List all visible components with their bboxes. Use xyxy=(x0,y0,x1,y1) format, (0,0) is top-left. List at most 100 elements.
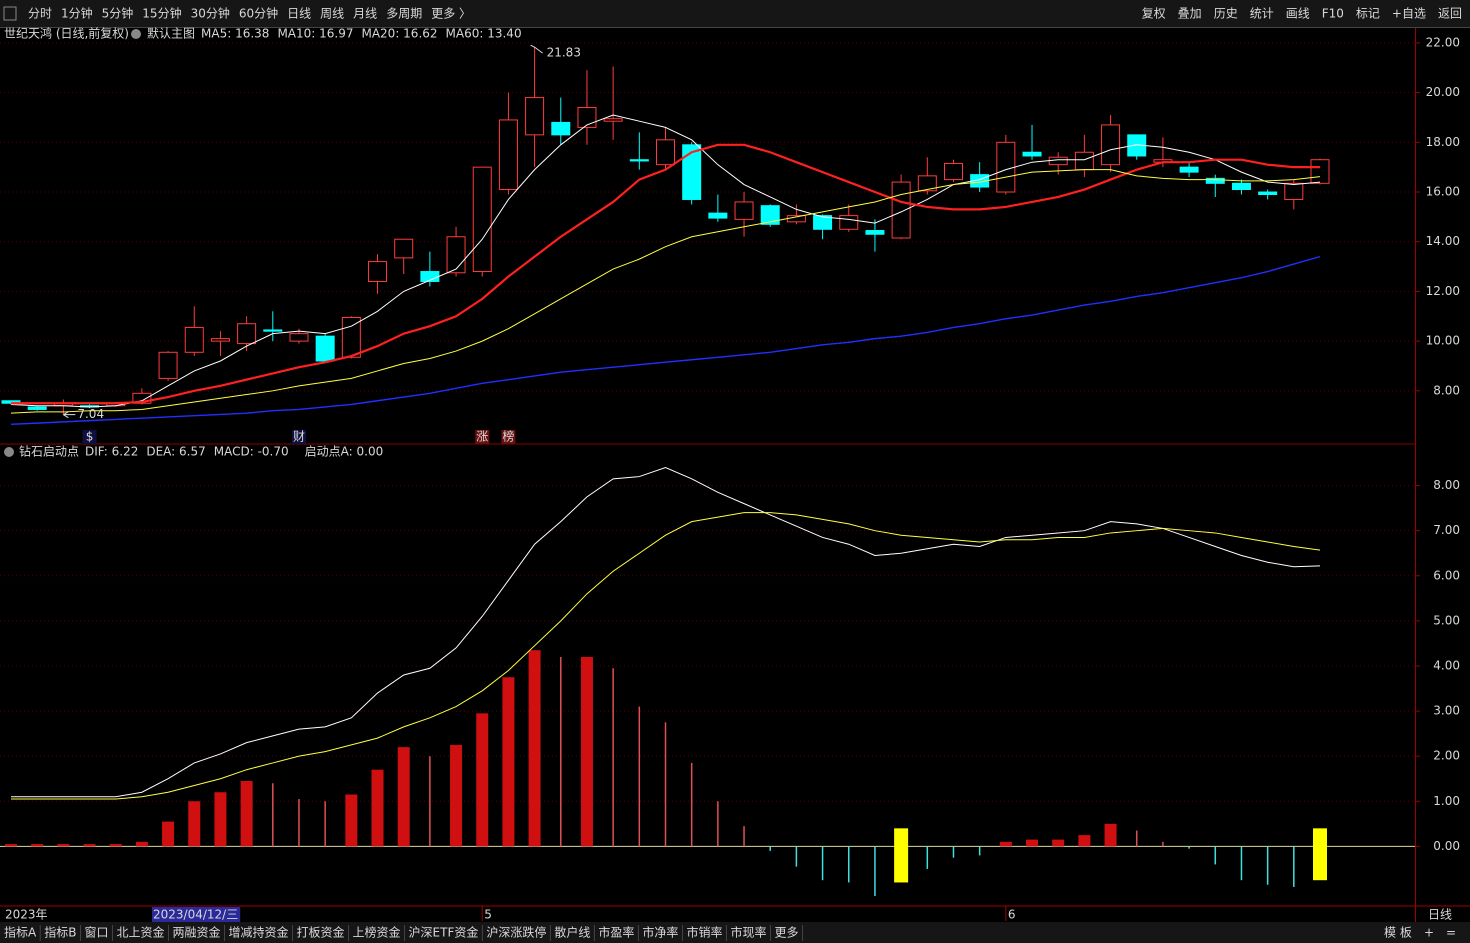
annotation-label: 21.83 xyxy=(547,46,581,60)
candle-body xyxy=(839,215,859,230)
indicator-tab[interactable]: 打板资金 xyxy=(297,925,345,940)
indicator-tab[interactable]: 两融资金 xyxy=(172,925,220,940)
indicator-tab[interactable]: 增减持资金 xyxy=(229,925,289,940)
tool-tab[interactable]: = xyxy=(1446,926,1456,940)
candle-body xyxy=(1048,156,1068,166)
candle-body xyxy=(603,118,623,122)
tool-button[interactable]: 叠加 xyxy=(1178,7,1202,21)
period-tab[interactable]: 60分钟 xyxy=(239,6,278,21)
macd-bar xyxy=(926,846,929,869)
indicator-icon[interactable] xyxy=(4,447,14,457)
tool-button[interactable]: 返回 xyxy=(1438,7,1462,21)
candle-body xyxy=(1231,182,1251,191)
period-tab[interactable]: 15分钟 xyxy=(142,6,181,21)
event-marker-bg xyxy=(475,430,490,444)
tool-button[interactable]: F10 xyxy=(1322,7,1344,21)
macd-bar xyxy=(999,841,1012,847)
indicator-tab[interactable]: 指标B xyxy=(44,925,76,940)
macd-bar xyxy=(450,744,463,847)
tool-button[interactable]: 标记 xyxy=(1356,7,1380,21)
candle-body xyxy=(996,141,1016,193)
candle-body xyxy=(917,175,937,192)
period-tab[interactable]: 周线 xyxy=(320,7,344,21)
candle-body xyxy=(1022,151,1042,157)
macd-bar xyxy=(345,794,358,847)
indicator-line xyxy=(11,512,1321,800)
indicator-tab[interactable]: 指标A xyxy=(4,925,37,940)
macd-bar xyxy=(1026,839,1039,847)
indicator-tab[interactable]: 北上资金 xyxy=(116,925,164,940)
event-marker[interactable]: 榜 xyxy=(502,429,514,444)
signal-bar xyxy=(1313,828,1327,881)
macd-bar xyxy=(214,792,227,847)
event-marker[interactable]: 涨 xyxy=(476,429,488,444)
indicator-tab[interactable]: 沪深ETF资金 xyxy=(409,925,479,940)
tool-button[interactable]: 统计 xyxy=(1250,7,1274,21)
tool-tab[interactable]: 模 板 xyxy=(1384,926,1412,940)
main-chart-icon[interactable] xyxy=(131,29,141,39)
indicator-tab[interactable]: 沪深涨跌停 xyxy=(486,925,546,940)
menu-icon[interactable] xyxy=(3,6,17,21)
macd-bar xyxy=(874,846,876,896)
macd-bar xyxy=(717,801,719,847)
event-marker-bg xyxy=(501,430,516,444)
legend-entry: 启动点A: 0.00 xyxy=(305,445,384,459)
candle-body xyxy=(27,406,47,410)
annotation-label: 7.04 xyxy=(77,407,104,421)
macd-bar xyxy=(162,821,175,847)
candle-body xyxy=(1310,159,1330,184)
candle-body xyxy=(263,329,283,332)
y-tick-label: 3.00 xyxy=(1433,704,1460,718)
tool-button[interactable]: 画线 xyxy=(1286,7,1310,21)
legend-entry: MA10: 16.97 xyxy=(277,27,353,41)
tool-button[interactable]: 复权 xyxy=(1142,7,1166,21)
candle-body xyxy=(760,205,780,225)
candle-body xyxy=(891,181,911,239)
candle-body xyxy=(315,335,335,362)
candle-body xyxy=(1205,177,1225,184)
macd-bar xyxy=(1162,841,1164,847)
macd-bar xyxy=(188,801,201,847)
indicator-tab[interactable]: 上榜资金 xyxy=(353,925,401,940)
cursor-date-box xyxy=(152,907,241,922)
tool-button[interactable]: 历史 xyxy=(1214,7,1238,21)
indicator-tab[interactable]: 散户线 xyxy=(554,925,590,940)
period-tab[interactable]: 日线 xyxy=(287,7,311,21)
event-marker[interactable]: 财 xyxy=(293,430,305,444)
candle-body xyxy=(682,144,702,200)
candle-body xyxy=(184,326,204,353)
candle-body xyxy=(341,317,361,358)
period-tab[interactable]: 分时 xyxy=(28,7,52,21)
indicator-tab[interactable]: 市现率 xyxy=(730,925,766,940)
indicator-tab[interactable]: 市销率 xyxy=(686,925,722,940)
event-marker[interactable]: $ xyxy=(86,430,94,444)
macd-bar xyxy=(109,844,122,847)
y-tick-label: 2.00 xyxy=(1433,749,1460,763)
period-tab[interactable]: 多周期 xyxy=(386,7,422,21)
indicator-tab[interactable]: 窗口 xyxy=(84,926,108,940)
period-tab[interactable]: 5分钟 xyxy=(102,6,134,21)
macd-bar xyxy=(978,846,981,856)
indicator-tab[interactable]: 市净率 xyxy=(642,925,678,940)
indicator-tab[interactable]: 更多 xyxy=(774,926,798,940)
tool-button[interactable]: +自选 xyxy=(1392,7,1426,21)
macd-bar xyxy=(1078,835,1091,847)
period-tab[interactable]: 更多 〉 xyxy=(431,7,471,21)
macd-bar xyxy=(397,747,410,847)
period-tab[interactable]: 月线 xyxy=(353,7,377,21)
indicator-tab[interactable]: 市盈率 xyxy=(598,925,634,940)
macd-bar xyxy=(848,846,850,883)
y-tick-label: 5.00 xyxy=(1433,613,1460,627)
tool-tab[interactable]: + xyxy=(1424,926,1434,940)
macd-bar xyxy=(298,799,300,847)
macd-bar xyxy=(528,650,541,847)
period-tab[interactable]: 1分钟 xyxy=(61,6,93,21)
macd-bar xyxy=(638,706,641,847)
macd-bar xyxy=(952,846,955,858)
ma-line xyxy=(10,114,1321,408)
candle-body xyxy=(132,392,152,404)
ma-line xyxy=(11,143,1320,405)
macd-bar xyxy=(1135,830,1138,847)
period-tab[interactable]: 30分钟 xyxy=(191,6,230,21)
